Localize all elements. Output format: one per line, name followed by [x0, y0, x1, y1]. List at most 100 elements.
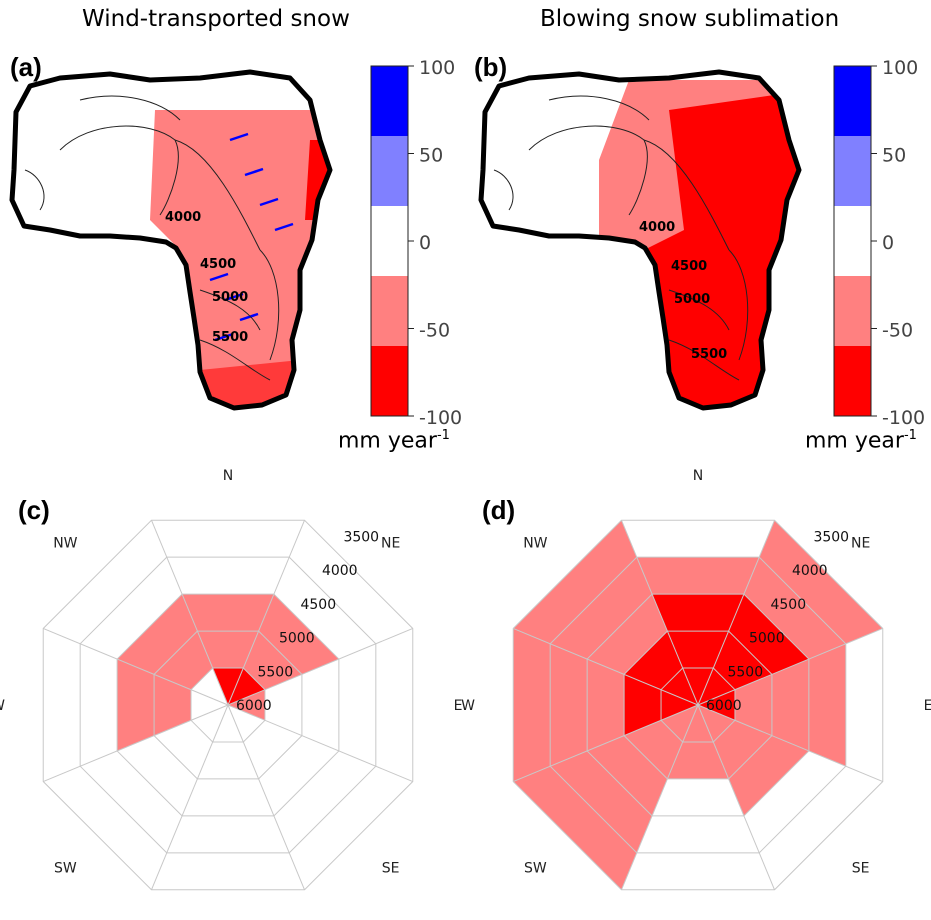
radar-cell-ne — [743, 520, 883, 660]
radar-cell-ne — [243, 594, 339, 690]
radar-cell-ne — [698, 594, 809, 705]
radar-spoke — [227, 520, 305, 706]
direction-label-nw: NW — [53, 535, 77, 551]
panel-label-d: (d) — [482, 495, 516, 525]
contour-label: 4000 — [639, 220, 675, 235]
elevation-label: 5000 — [749, 631, 785, 647]
elevation-label: 4500 — [300, 597, 336, 613]
map-deposition-streak — [244, 167, 264, 177]
elevation-label: 4000 — [322, 563, 358, 579]
colorbar-tick-label: -50 — [419, 320, 450, 342]
radar-spoke — [697, 704, 883, 782]
colorbar-tick-label: 100 — [882, 57, 918, 79]
direction-label-se: SE — [852, 861, 870, 877]
contour-line — [728, 249, 749, 361]
direction-label-n: N — [223, 468, 233, 484]
contour-line — [59, 125, 179, 216]
colorbar-unit-a: mm year-1 — [338, 428, 450, 454]
radar-spoke — [621, 704, 699, 890]
radar-cell-nw — [624, 631, 698, 705]
contour-line — [668, 339, 740, 381]
direction-label-ne: NE — [851, 535, 870, 551]
radar-spoke — [697, 704, 775, 890]
direction-label-se: SE — [382, 861, 400, 877]
elevation-label: 5500 — [257, 664, 293, 680]
contour-label: 5500 — [212, 330, 248, 345]
direction-label-n: N — [693, 468, 703, 484]
panel-label-b: (b) — [474, 52, 508, 82]
direction-label-w: W — [461, 698, 475, 714]
colorbar-tick-label: 50 — [419, 145, 443, 167]
radar-spoke — [227, 704, 413, 782]
radar-cell-nw — [117, 594, 213, 690]
map-b: 4000 4500 5000 5500 — [478, 69, 802, 411]
contour-line — [528, 125, 648, 216]
radar-cell-ne — [228, 668, 265, 705]
map-deposition-streak — [229, 132, 249, 142]
direction-label-e: E — [454, 698, 463, 714]
contour-line — [199, 289, 261, 331]
colorbar-bin — [371, 276, 408, 346]
colorbar-bin — [834, 136, 871, 206]
colorbar-tick-label: 0 — [419, 232, 431, 254]
colorbar-tick-label: 50 — [882, 145, 906, 167]
radar-ring — [512, 519, 884, 891]
direction-label-nw: NW — [523, 535, 547, 551]
radar-spoke — [513, 628, 699, 706]
contour-label: 5500 — [691, 347, 727, 362]
direction-label-w: W — [0, 698, 5, 714]
elevation-label: 4000 — [792, 563, 828, 579]
radar-cell-n — [212, 668, 244, 705]
radar-spoke — [697, 628, 883, 706]
map-fill-a — [150, 110, 330, 408]
elevation-label: 3500 — [343, 529, 379, 545]
map-outline-a — [9, 69, 333, 411]
map-deposition-streak — [214, 332, 234, 342]
colorbar-tick-label: -50 — [882, 320, 913, 342]
map-outline-b — [478, 69, 802, 411]
colorbar-bin — [834, 66, 871, 136]
colorbar-bin — [371, 346, 408, 416]
radar-cell-se — [698, 705, 809, 816]
elevation-label: 5000 — [279, 631, 315, 647]
contour-label: 4500 — [200, 257, 236, 272]
colorbar-bin — [834, 206, 871, 276]
map-deposition-streak — [259, 197, 279, 207]
colorbar-bin — [834, 276, 871, 346]
elevation-label: 4500 — [770, 597, 806, 613]
radar-spoke — [513, 704, 699, 782]
contour-line — [199, 339, 271, 381]
map-region-transport-dark — [305, 140, 330, 220]
elevation-label: 3500 — [813, 529, 849, 545]
contour-label: 5000 — [674, 292, 710, 307]
map-deposition-streak — [274, 222, 294, 232]
radar-spoke — [43, 628, 229, 706]
contour-line — [174, 139, 261, 251]
colorbar-tick-label: -100 — [882, 407, 925, 429]
colorbar-bin — [371, 136, 408, 206]
colorbar-tick-label: 0 — [882, 232, 894, 254]
contour-line — [24, 169, 45, 211]
contour-label: 5000 — [212, 290, 248, 305]
radar-spoke — [43, 704, 229, 782]
radar-spoke — [151, 704, 229, 890]
direction-label-e: E — [924, 698, 931, 714]
radar-cell-e — [698, 689, 735, 721]
contour-line — [493, 169, 514, 211]
direction-label-sw: SW — [524, 861, 547, 877]
radar-spoke — [227, 704, 305, 890]
radar-cell-nw — [513, 520, 668, 675]
elevation-label: 6000 — [236, 698, 272, 714]
map-deposition-streak — [239, 312, 259, 322]
map-deposition-streak — [224, 292, 244, 302]
radar-ring — [42, 519, 414, 891]
contour-label: 4000 — [165, 210, 201, 225]
colorbar-bin — [834, 346, 871, 416]
map-a: 4000 4500 5000 5500 — [9, 69, 333, 411]
radar-cell-n — [636, 557, 760, 595]
map-region-transport-east — [230, 120, 330, 270]
direction-label-sw: SW — [54, 861, 77, 877]
radar-cell-e — [734, 643, 846, 767]
contour-line — [259, 249, 280, 361]
